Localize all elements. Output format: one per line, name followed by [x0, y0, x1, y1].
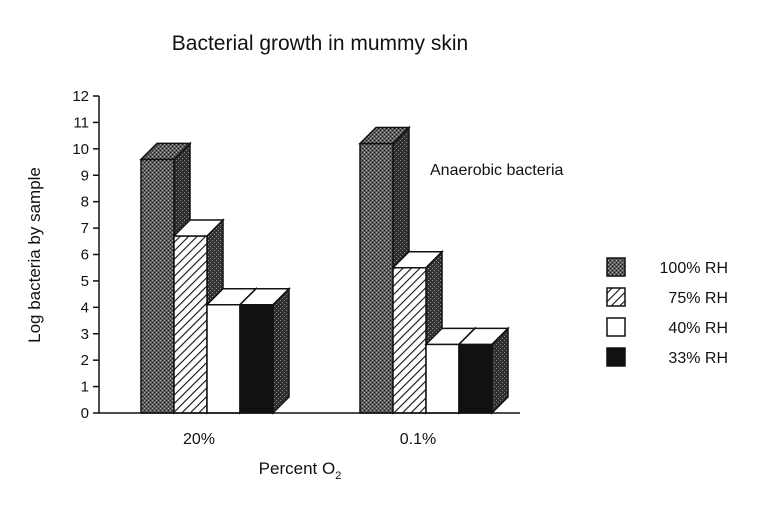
x-axis-label-subscript: 2: [335, 470, 341, 482]
y-tick-label: 5: [81, 273, 89, 290]
bar-front: [239, 303, 274, 414]
legend-label: 40% RH: [668, 320, 728, 337]
y-tick-label: 7: [81, 220, 89, 237]
legend-swatch: [606, 257, 626, 277]
y-tick-label: 12: [72, 88, 89, 105]
bar-top: [139, 142, 192, 161]
chart-title: Bacterial growth in mummy skin: [172, 32, 468, 55]
legend-item: 75% RH: [606, 287, 728, 307]
x-tick-label: 0.1%: [400, 431, 436, 448]
bar-front: [359, 142, 394, 414]
y-axis-label: Log bacteria by sample: [25, 167, 44, 343]
y-tick-label: 10: [72, 141, 89, 158]
bar-side: [272, 286, 290, 415]
legend-item: 40% RH: [606, 317, 728, 337]
bar-top: [172, 219, 225, 237]
bar-front: [392, 266, 427, 414]
bar: [457, 326, 510, 415]
y-tick-label: 6: [81, 247, 89, 264]
legend: 100% RH 75% RH 40% RH 33% RH: [606, 257, 728, 367]
y-tick-label: 9: [81, 167, 89, 184]
bar-front: [458, 343, 493, 414]
legend-item: 100% RH: [606, 257, 728, 277]
x-tick-label: 20%: [183, 431, 215, 448]
x-axis: 20% 0.1%: [99, 412, 520, 448]
legend-label: 100% RH: [660, 260, 728, 277]
bar: [238, 286, 291, 415]
y-tick-label: 1: [81, 379, 89, 396]
y-tick-label: 4: [81, 299, 89, 316]
bar-front: [173, 235, 208, 414]
legend-swatch: [606, 287, 626, 307]
bar-front: [425, 343, 460, 414]
bar-top: [238, 287, 291, 306]
y-tick-label: 8: [81, 194, 89, 211]
legend-item: 33% RH: [606, 347, 728, 367]
y-tick-label: 2: [81, 352, 89, 369]
annotation-anaerobic: Anaerobic bacteria: [430, 162, 564, 179]
y-tick-label: 11: [73, 114, 89, 131]
bar-front: [140, 158, 175, 414]
y-tick-label: 3: [81, 326, 89, 343]
bar-top: [391, 250, 444, 269]
bars-group: [139, 125, 510, 415]
legend-swatch: [606, 347, 626, 367]
bar-top: [457, 327, 510, 346]
legend-label: 33% RH: [668, 350, 728, 367]
bar-front: [206, 303, 241, 414]
legend-swatch: [606, 317, 626, 337]
legend-label: 75% RH: [668, 290, 728, 307]
y-tick-label: 0: [81, 405, 89, 422]
x-axis-label-main: Percent O: [259, 459, 336, 478]
x-axis-label: Percent O2: [259, 459, 342, 482]
bar-top: [358, 126, 411, 145]
